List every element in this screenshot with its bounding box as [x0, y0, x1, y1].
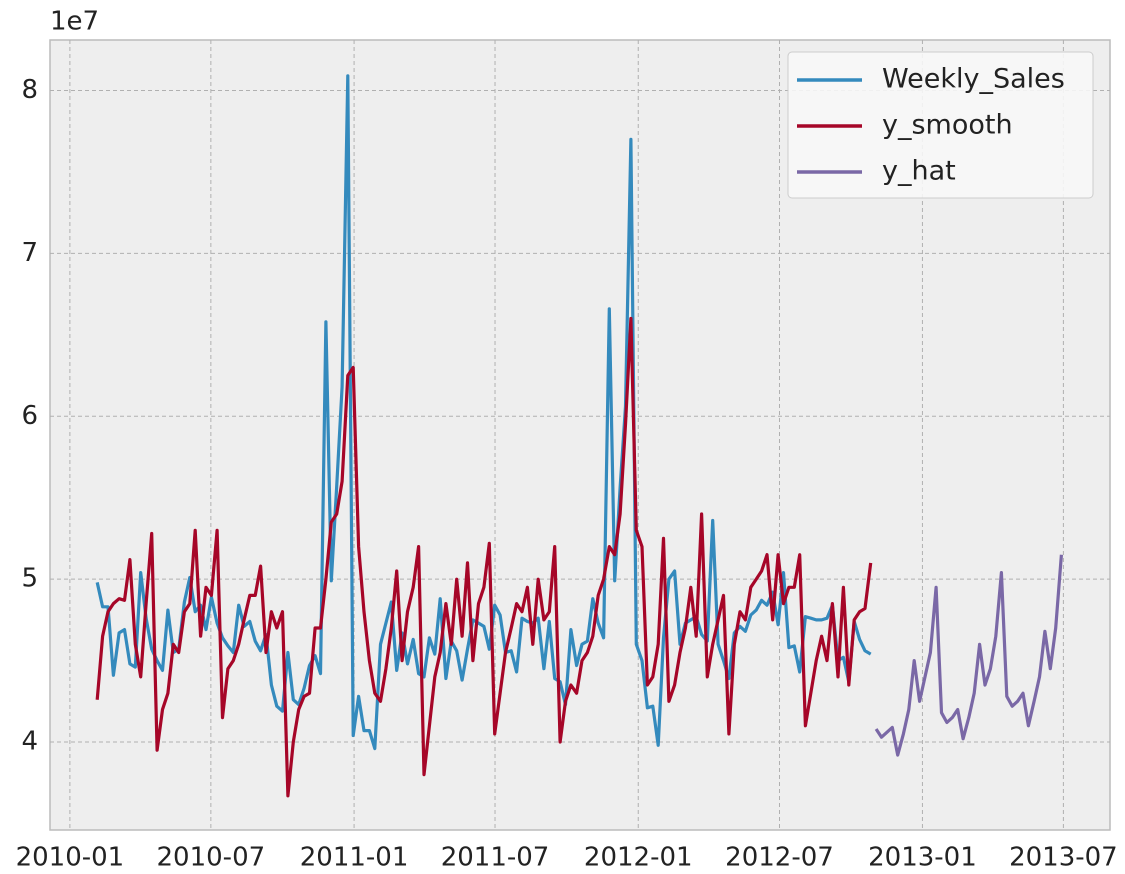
y-tick-label: 7	[21, 238, 38, 268]
x-tick-label: 2013-01	[868, 843, 977, 873]
series-line	[95, 74, 872, 751]
series-line	[95, 316, 873, 798]
legend-label: Weekly_Sales	[882, 64, 1065, 95]
legend-label: y_hat	[882, 156, 956, 187]
legend-label: y_smooth	[882, 110, 1013, 141]
x-tick-label: 2010-01	[16, 843, 125, 873]
y-tick-label: 8	[21, 75, 38, 105]
x-tick-label: 2012-07	[725, 843, 834, 873]
x-tick-label: 2010-07	[157, 843, 266, 873]
legend-box	[787, 51, 1094, 199]
y-tick-label: 6	[21, 401, 38, 431]
x-tick-label: 2012-01	[584, 843, 693, 873]
series-line	[874, 554, 1063, 757]
y-tick-label: 5	[21, 564, 38, 594]
x-tick-label: 2011-01	[300, 843, 409, 873]
axis-offset-label: 1e7	[50, 7, 99, 37]
x-tick-label: 2013-07	[1009, 843, 1118, 873]
x-tick-label: 2011-07	[441, 843, 550, 873]
y-tick-label: 4	[21, 727, 38, 757]
